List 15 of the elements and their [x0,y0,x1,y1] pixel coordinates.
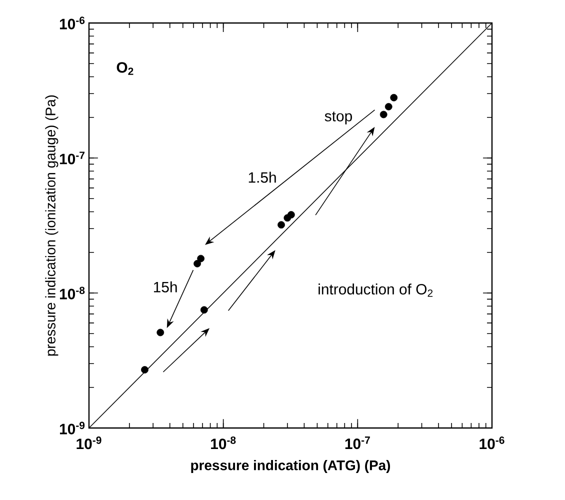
x-tick-label: 10$^{-6}$ [480,436,504,450]
x-tick-label: 10$^{-8}$ [211,436,236,450]
y-tick-label: 10$^{-7}$ [60,152,85,164]
annotation: stop [324,112,352,124]
annotation: 15h [154,281,177,292]
y-axis-title: pressure indication (ionization gauge) (Pa) [45,95,58,356]
x-axis-title: pressure indication (ATG) (Pa) [191,460,390,474]
y-tick-label: 10$^{-9}$ [60,422,85,434]
annotation: 1.5h [248,172,276,183]
y-tick-label: 10$^{-8}$ [60,286,85,300]
x-tick-label: 10$^{-9}$ [76,436,102,450]
y-tick-label: 10$^{-6}$ [60,16,85,30]
x-tick-label: 10$^{-7}$ [345,436,370,450]
annotation: O$_{2}$ [116,62,134,75]
annotation: introduction of O$_{2}$ [318,284,433,297]
